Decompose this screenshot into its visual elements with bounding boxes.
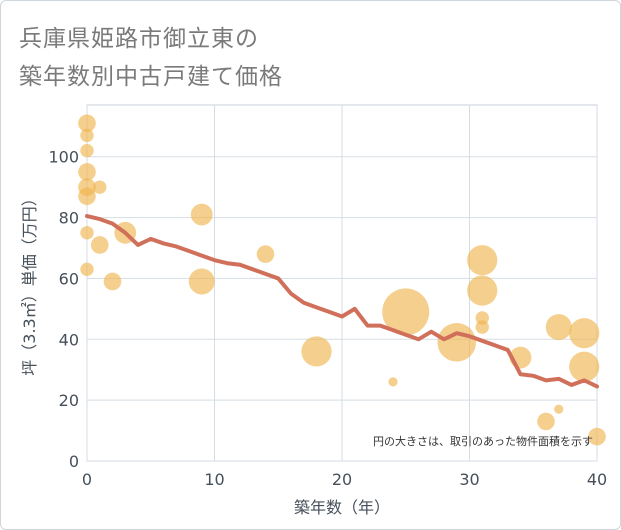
tick-labels: 0 10 20 30 40 0 20 40 60 80 100 [48,148,607,489]
bubbles [78,114,606,446]
chart-note: 円の大きさは、取引のあった物件面積を示す [373,434,593,448]
x-tick-label: 40 [587,470,607,489]
chart-title-line-1: 兵庫県姫路市御立東の [19,26,259,52]
bubble-point [78,114,96,133]
bubble-point [103,272,122,291]
y-tick-label: 20 [59,391,79,410]
x-tick-label: 10 [204,470,224,489]
y-tick-label: 100 [48,148,79,167]
x-axis-label: 築年数（年） [294,498,390,517]
bubble-point [569,351,600,382]
bubble-point [537,412,555,431]
bubble-point [588,427,606,446]
trend-line-group [85,214,599,389]
bubble-point [80,143,94,158]
y-tick-label: 60 [59,269,79,288]
y-axis-label: 坪（3.3㎡）単価（万円） [20,190,39,375]
trend-line [85,214,599,389]
bubble-point [80,128,94,143]
y-tick-label: 80 [59,209,79,228]
bubble-point [475,320,489,334]
bubble-point [78,163,96,181]
bubble-point [90,236,109,254]
bubble-point [437,323,477,362]
bubble-point [256,245,275,263]
bubble-point [301,336,332,367]
chart-title-line-2: 築年数別中古戸建て価格 [19,64,283,90]
bubble-point [467,275,498,306]
bubble-point [80,262,94,277]
bubble-point [554,404,564,414]
bubble-point [545,314,572,341]
bubble-point [388,377,398,387]
bubble-point [190,203,213,226]
bubble-point [80,226,94,240]
bubble-point [382,288,430,336]
bubble-point [93,180,107,194]
bubble-point [569,318,600,349]
y-tick-label: 0 [69,452,79,471]
bubble-point [78,187,96,206]
x-tick-label: 30 [459,470,479,489]
x-tick-label: 20 [332,470,352,489]
bubble-point [467,245,498,276]
x-tick-label: 0 [82,470,92,489]
bubble-point [188,268,215,295]
y-tick-label: 40 [59,330,79,349]
